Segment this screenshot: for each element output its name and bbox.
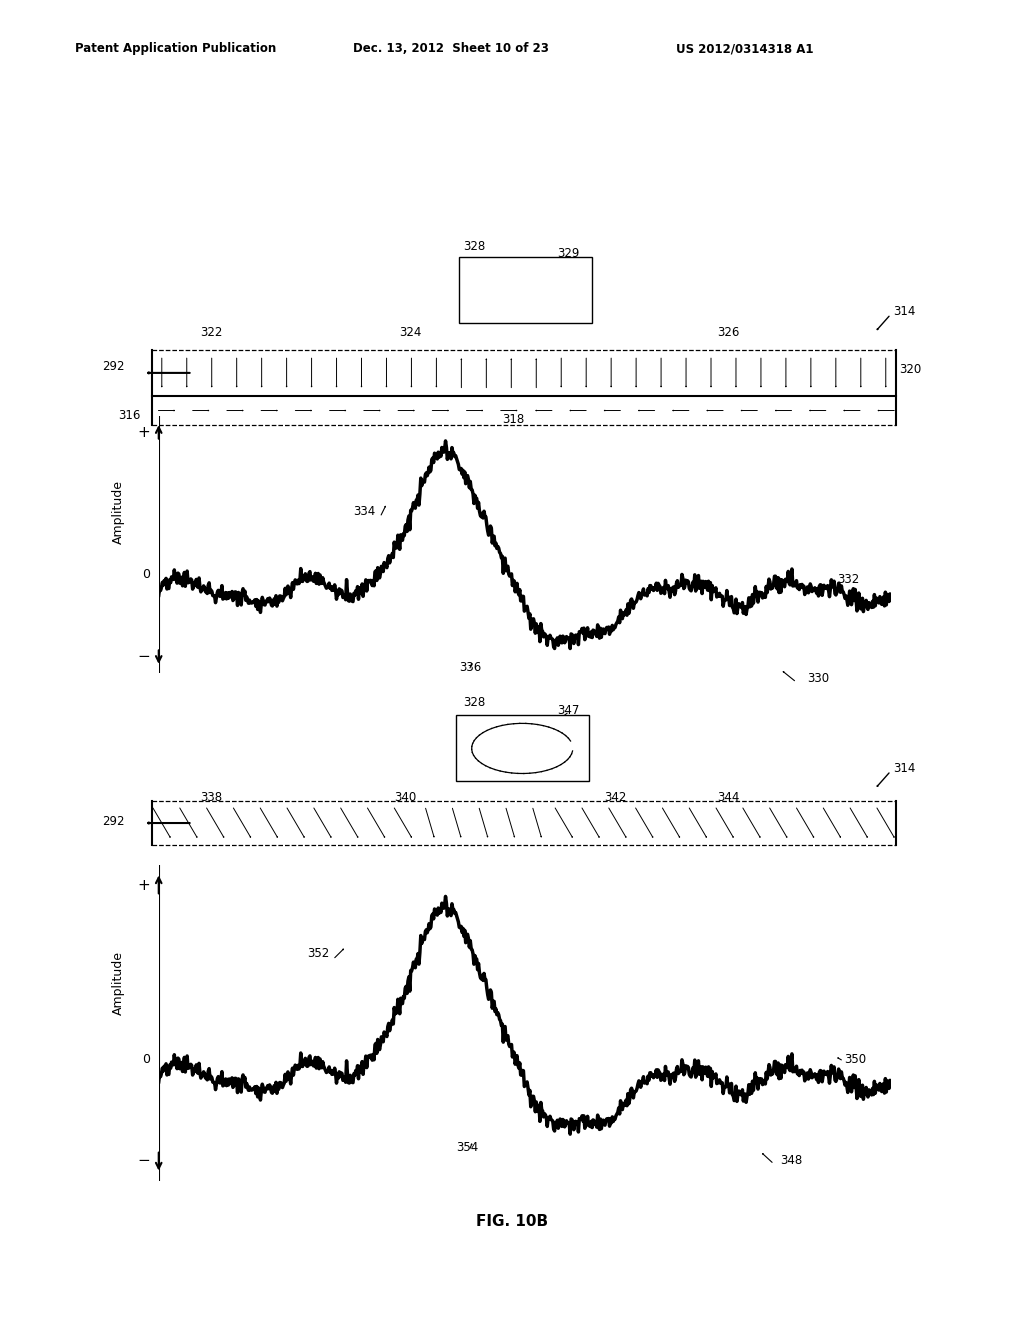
Text: Dec. 13, 2012  Sheet 10 of 23: Dec. 13, 2012 Sheet 10 of 23 bbox=[353, 42, 549, 55]
Text: +: + bbox=[137, 425, 150, 440]
FancyBboxPatch shape bbox=[459, 257, 592, 323]
Text: 329: 329 bbox=[557, 247, 580, 260]
Text: 314: 314 bbox=[893, 762, 915, 775]
Text: FIG. 10B: FIG. 10B bbox=[476, 1213, 548, 1229]
Text: 330: 330 bbox=[807, 672, 829, 685]
Text: Patent Application Publication: Patent Application Publication bbox=[75, 42, 276, 55]
Text: 334: 334 bbox=[353, 504, 376, 517]
Text: 328: 328 bbox=[463, 240, 485, 253]
Text: 320: 320 bbox=[899, 363, 922, 376]
Text: Amplitude: Amplitude bbox=[112, 480, 125, 544]
FancyBboxPatch shape bbox=[456, 715, 589, 781]
Text: 0: 0 bbox=[142, 568, 150, 581]
Text: 332: 332 bbox=[838, 573, 860, 586]
Text: 326: 326 bbox=[717, 326, 739, 339]
Text: 292: 292 bbox=[102, 814, 125, 828]
Text: Amplitude: Amplitude bbox=[112, 952, 125, 1015]
Text: 314: 314 bbox=[893, 305, 915, 318]
Text: 348: 348 bbox=[780, 1154, 803, 1167]
Text: −: − bbox=[137, 649, 150, 664]
Text: 328: 328 bbox=[463, 696, 485, 709]
Text: 354: 354 bbox=[456, 1140, 478, 1154]
Text: 342: 342 bbox=[604, 791, 627, 804]
Text: 347: 347 bbox=[557, 704, 580, 717]
Text: 340: 340 bbox=[394, 791, 417, 804]
Text: 338: 338 bbox=[200, 791, 222, 804]
Text: 352: 352 bbox=[307, 946, 330, 960]
Text: 322: 322 bbox=[200, 326, 222, 339]
Text: −: − bbox=[137, 1154, 150, 1168]
Text: 344: 344 bbox=[717, 791, 739, 804]
Text: +: + bbox=[137, 878, 150, 892]
Text: 318: 318 bbox=[502, 413, 524, 426]
Text: 336: 336 bbox=[459, 660, 481, 673]
Text: 0: 0 bbox=[142, 1053, 150, 1067]
Text: 350: 350 bbox=[844, 1052, 866, 1065]
Text: FIG. 10A: FIG. 10A bbox=[476, 738, 548, 754]
Text: 316: 316 bbox=[118, 409, 140, 422]
Text: 292: 292 bbox=[102, 360, 125, 374]
Text: US 2012/0314318 A1: US 2012/0314318 A1 bbox=[676, 42, 813, 55]
Text: 324: 324 bbox=[399, 326, 422, 339]
